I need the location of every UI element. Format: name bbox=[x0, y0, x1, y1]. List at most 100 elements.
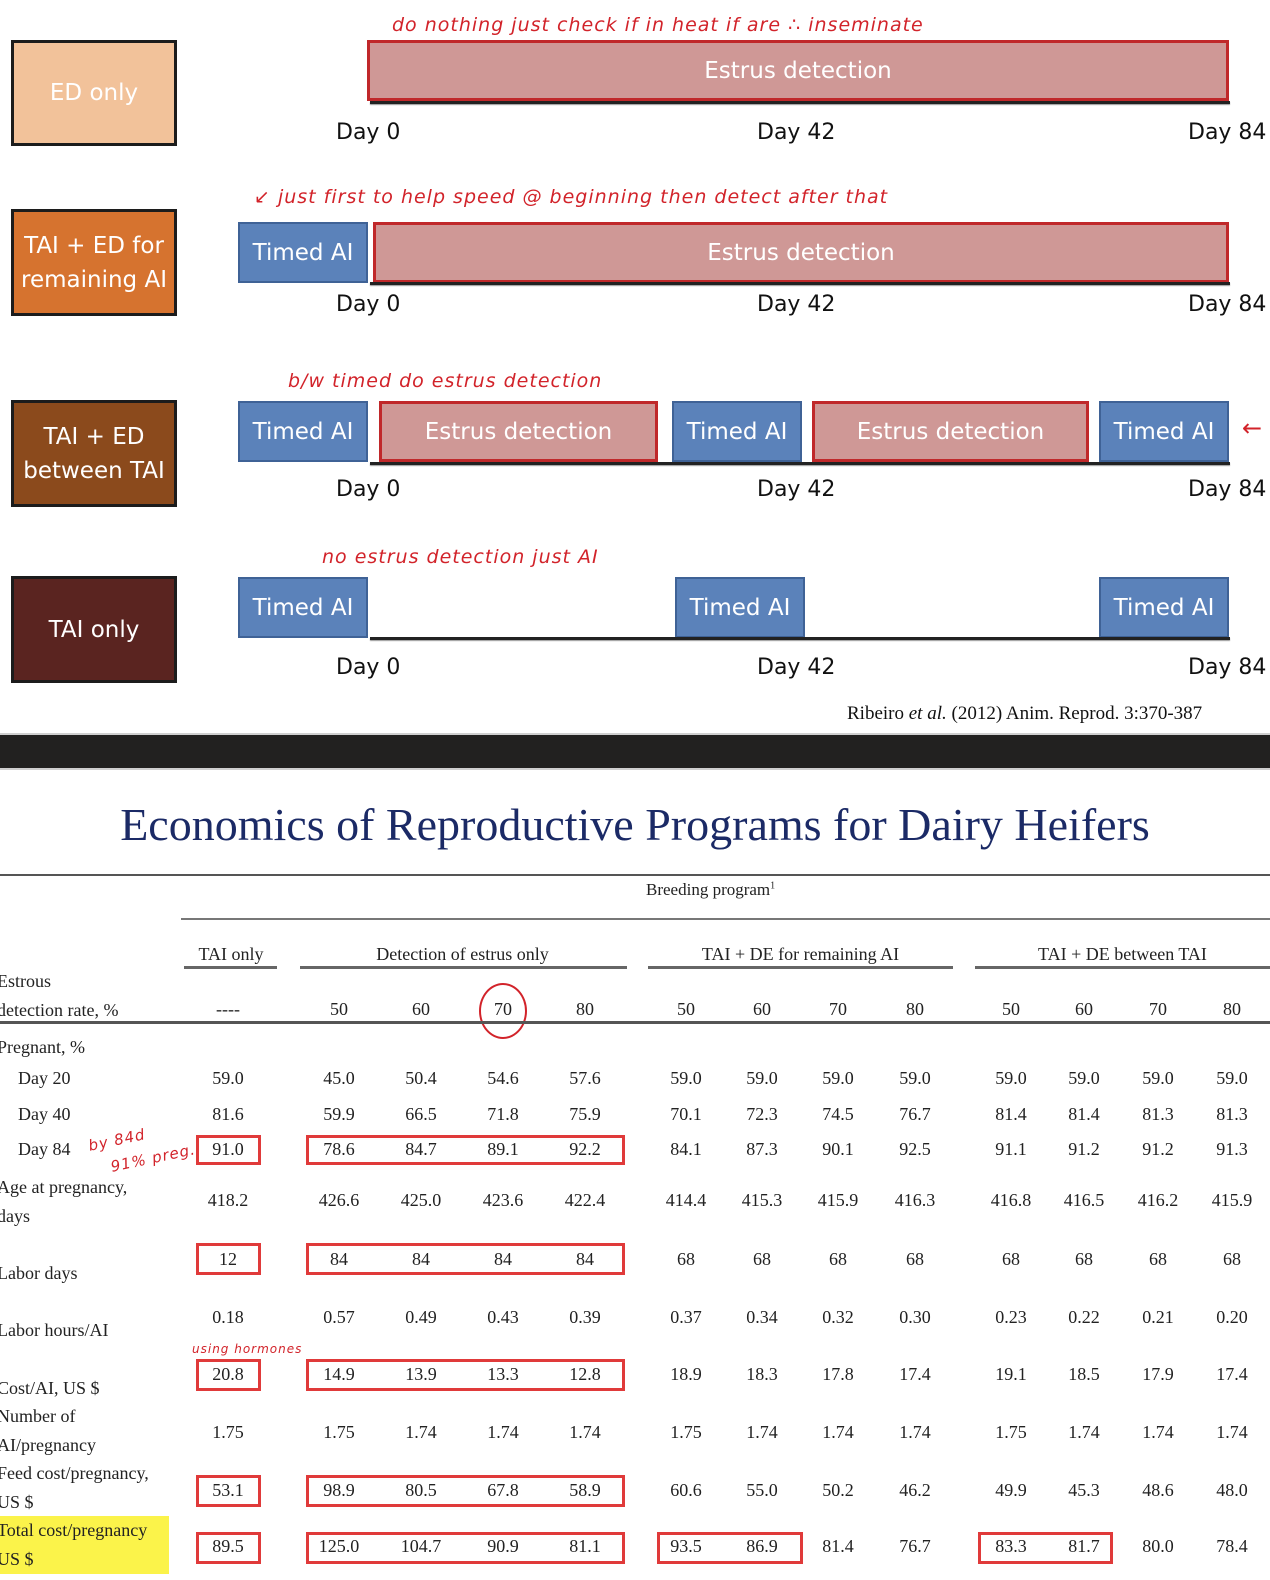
day-label: Day 42 bbox=[757, 477, 836, 502]
table-top-rule bbox=[0, 874, 1270, 876]
table-cell: 59.0 bbox=[670, 1068, 702, 1088]
timed-ai-bar: Timed AI bbox=[238, 401, 368, 462]
table-cell: 91.0 bbox=[212, 1139, 244, 1159]
table-cell: 68 bbox=[677, 1249, 695, 1269]
table-cell: 45.0 bbox=[323, 1068, 355, 1088]
table-cell: 17.4 bbox=[899, 1364, 931, 1384]
handwritten-circle bbox=[479, 983, 527, 1039]
table-cell: 58.9 bbox=[569, 1480, 601, 1500]
estrus-detection-bar: Estrus detection bbox=[373, 222, 1229, 283]
group-header-tai-de-remaining: TAI + DE for remaining AI bbox=[701, 944, 900, 964]
day-label: Day 0 bbox=[336, 477, 401, 502]
table-cell: 0.34 bbox=[746, 1307, 778, 1327]
table-cell: 1.74 bbox=[746, 1422, 778, 1442]
table-cell: 59.0 bbox=[995, 1068, 1027, 1088]
table-cell: 1.74 bbox=[822, 1422, 854, 1442]
table-cell: 80.0 bbox=[1142, 1536, 1174, 1556]
row-label: Labor hours/AI bbox=[0, 1320, 109, 1340]
table-cell: 1.74 bbox=[405, 1422, 437, 1442]
table-cell: 54.6 bbox=[487, 1068, 519, 1088]
detection-rate-cell: 70 bbox=[829, 999, 847, 1019]
group-header-detection-only: Detection of estrus only bbox=[376, 944, 549, 964]
table-cell: 1.75 bbox=[670, 1422, 702, 1442]
table-cell: 84 bbox=[494, 1249, 512, 1269]
group-underline bbox=[648, 966, 953, 969]
annotation-box bbox=[196, 1135, 261, 1165]
table-cell: 1.74 bbox=[569, 1422, 601, 1442]
table-cell: 0.57 bbox=[323, 1307, 355, 1327]
table-cell: 13.3 bbox=[487, 1364, 519, 1384]
table-cell: 17.4 bbox=[1216, 1364, 1248, 1384]
table-cell: 0.43 bbox=[487, 1307, 519, 1327]
table-cell: 0.30 bbox=[899, 1307, 931, 1327]
handwritten-annotation: by 84d bbox=[86, 1125, 148, 1155]
table-cell: 84 bbox=[576, 1249, 594, 1269]
table-cell: 59.9 bbox=[323, 1104, 355, 1124]
table-cell: 81.4 bbox=[995, 1104, 1027, 1124]
table-cell: 0.32 bbox=[822, 1307, 854, 1327]
table-cell: 415.9 bbox=[1211, 1190, 1253, 1210]
estrus-detection-bar: Estrus detection bbox=[367, 40, 1229, 101]
group-underline bbox=[184, 966, 277, 969]
handwritten-annotation: no estrus detection just AI bbox=[322, 546, 599, 568]
group-header-tai-only: TAI only bbox=[198, 944, 264, 964]
table-cell: 84 bbox=[412, 1249, 430, 1269]
table-cell: 0.22 bbox=[1068, 1307, 1100, 1327]
group-underline bbox=[300, 966, 627, 969]
header-bottom-rule bbox=[0, 1021, 1270, 1024]
table-cell: 89.5 bbox=[212, 1536, 244, 1556]
row-label: Age at pregnancy, days bbox=[0, 1177, 128, 1226]
group-header-tai-de-between: TAI + DE between TAI bbox=[1038, 944, 1207, 964]
annotation-box bbox=[306, 1475, 625, 1507]
table-cell: 415.3 bbox=[741, 1190, 783, 1210]
program-box-tai-ed-remaining: TAI + ED for remaining AI bbox=[11, 209, 177, 316]
detection-rate-cell: 80 bbox=[576, 999, 594, 1019]
table-cell: 1.75 bbox=[212, 1422, 244, 1442]
table-cell: 81.1 bbox=[569, 1536, 601, 1556]
table-cell: 59.0 bbox=[1068, 1068, 1100, 1088]
table-cell: 81.6 bbox=[212, 1104, 244, 1124]
table-cell: 68 bbox=[1002, 1249, 1020, 1269]
table-cell: 418.2 bbox=[207, 1190, 249, 1210]
detection-rate-cell: 60 bbox=[1075, 999, 1093, 1019]
table-cell: 89.1 bbox=[487, 1139, 519, 1159]
table-cell: 1.74 bbox=[899, 1422, 931, 1442]
table-cell: 80.5 bbox=[405, 1480, 437, 1500]
detection-rate-cell: 80 bbox=[906, 999, 924, 1019]
detection-rate-cell: ---- bbox=[216, 999, 240, 1019]
table-cell: 0.49 bbox=[405, 1307, 437, 1327]
table-cell: 12 bbox=[219, 1249, 237, 1269]
table-cell: 59.0 bbox=[899, 1068, 931, 1088]
estrus-detection-bar: Estrus detection bbox=[379, 401, 658, 462]
group-underline bbox=[975, 966, 1270, 969]
table-cell: 81.3 bbox=[1142, 1104, 1174, 1124]
row-label: Day 84 bbox=[18, 1139, 71, 1159]
annotation-box bbox=[306, 1135, 625, 1165]
detection-rate-cell: 60 bbox=[412, 999, 430, 1019]
detection-rate-cell: 60 bbox=[753, 999, 771, 1019]
table-cell: 86.9 bbox=[746, 1536, 778, 1556]
annotation-box bbox=[306, 1243, 625, 1275]
day-label: Day 84 bbox=[1188, 120, 1267, 145]
table-cell: 59.0 bbox=[822, 1068, 854, 1088]
estrus-detection-bar: Estrus detection bbox=[812, 401, 1089, 462]
detection-rate-cell: 80 bbox=[1223, 999, 1241, 1019]
breeding-program-diagram: ED only do nothing just check if in heat… bbox=[0, 0, 1270, 733]
annotation-box bbox=[657, 1532, 803, 1564]
table-cell: 416.5 bbox=[1063, 1190, 1105, 1210]
table-cell: 70.1 bbox=[670, 1104, 702, 1124]
program-label: TAI + ED for remaining AI bbox=[21, 232, 167, 293]
day-label: Day 42 bbox=[757, 292, 836, 317]
annotation-box bbox=[978, 1532, 1113, 1564]
day-label: Day 0 bbox=[336, 655, 401, 680]
table-cell: 68 bbox=[1075, 1249, 1093, 1269]
table-cell: 12.8 bbox=[569, 1364, 601, 1384]
annotation-box bbox=[196, 1532, 261, 1564]
annotation-box bbox=[196, 1243, 261, 1275]
timed-ai-bar: Timed AI bbox=[238, 577, 368, 638]
table-cell: 50.4 bbox=[405, 1068, 437, 1088]
program-box-tai-ed-between: TAI + ED between TAI bbox=[11, 400, 177, 507]
table-cell: 18.3 bbox=[746, 1364, 778, 1384]
program-box-tai-only: TAI only bbox=[11, 576, 177, 683]
table-cell: 416.8 bbox=[990, 1190, 1032, 1210]
